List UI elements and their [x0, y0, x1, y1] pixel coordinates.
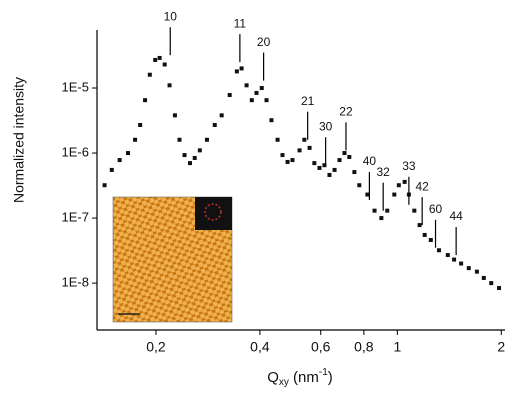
data-point — [482, 276, 486, 280]
annotation-label: 21 — [301, 94, 315, 108]
annotation-label: 44 — [449, 209, 463, 223]
data-point — [290, 158, 294, 162]
data-point — [298, 148, 302, 152]
data-point — [188, 161, 192, 165]
data-point — [459, 262, 463, 266]
y-tick-label: 1E-7 — [62, 210, 89, 225]
data-point — [280, 153, 284, 157]
data-point — [379, 216, 383, 220]
y-axis-label: Normalized intensity — [11, 77, 27, 203]
data-point — [163, 62, 167, 66]
data-point — [240, 66, 244, 70]
data-point — [467, 266, 471, 270]
data-point — [235, 69, 239, 73]
data-point — [143, 98, 147, 102]
data-point — [250, 98, 254, 102]
data-point — [312, 161, 316, 165]
data-point — [347, 155, 351, 159]
data-point — [138, 123, 142, 127]
data-point — [265, 98, 269, 102]
x-tick-label: 2 — [497, 339, 505, 355]
data-point — [245, 83, 249, 87]
data-point — [173, 113, 177, 117]
data-point — [269, 118, 273, 122]
data-point — [158, 56, 162, 60]
x-tick-label: 0,8 — [354, 339, 374, 355]
annotation-label: 32 — [377, 165, 391, 179]
data-point — [110, 168, 114, 172]
x-tick-label: 0,2 — [146, 339, 166, 355]
x-label-main: Q — [267, 369, 279, 386]
annotation-label: 42 — [415, 179, 429, 193]
annotation-label: 11 — [234, 16, 247, 30]
data-point — [333, 168, 337, 172]
data-point — [126, 151, 130, 155]
annotation-label: 22 — [339, 105, 353, 119]
y-tick-label: 1E-5 — [62, 79, 89, 94]
annotation-label: 40 — [363, 154, 377, 168]
data-point — [183, 153, 187, 157]
annotation-label: 60 — [429, 202, 443, 216]
x-tick-label: 0,6 — [311, 339, 331, 355]
data-point — [103, 183, 107, 187]
data-point — [118, 158, 122, 162]
data-point — [317, 166, 321, 170]
data-point — [497, 286, 501, 290]
x-tick-label: 0,4 — [250, 339, 270, 355]
data-point — [385, 209, 389, 213]
x-axis-label: Qxy (nm-1) — [267, 367, 333, 388]
data-point — [153, 58, 157, 62]
data-point — [302, 138, 306, 142]
data-point — [308, 146, 312, 150]
data-point — [168, 83, 172, 87]
data-point — [342, 151, 346, 155]
y-tick-label: 1E-8 — [62, 275, 89, 290]
data-point — [276, 138, 280, 142]
data-point — [133, 138, 137, 142]
data-point — [327, 173, 331, 177]
data-point — [260, 86, 264, 90]
inset-image — [113, 197, 232, 322]
data-point — [429, 238, 433, 242]
data-point — [213, 123, 217, 127]
data-point — [205, 138, 209, 142]
data-point — [198, 148, 202, 152]
data-point — [148, 73, 152, 77]
data-point — [352, 170, 356, 174]
annotation-label: 20 — [257, 35, 271, 49]
x-tick-label: 1 — [393, 339, 401, 355]
data-point — [489, 281, 493, 285]
data-point — [373, 209, 377, 213]
data-point — [337, 158, 341, 162]
data-point — [475, 270, 479, 274]
data-point — [220, 113, 224, 117]
data-point — [392, 193, 396, 197]
data-point — [437, 248, 441, 252]
annotation-label: 30 — [319, 119, 333, 133]
data-point — [228, 93, 232, 97]
y-tick-label: 1E-6 — [62, 144, 89, 159]
data-point — [193, 156, 197, 160]
data-point — [286, 160, 290, 164]
data-point — [452, 258, 456, 262]
x-label-end: ) — [328, 369, 333, 386]
annotation-label: 33 — [402, 159, 416, 173]
annotation-label: 10 — [164, 9, 178, 23]
chart: Normalized intensity Qxy (nm-1) 0,2 0,4 0,… — [0, 0, 505, 391]
data-point — [446, 253, 450, 257]
data-point — [365, 193, 369, 197]
data-point — [418, 223, 422, 227]
data-point — [357, 183, 361, 187]
x-label-sub: xy — [279, 377, 289, 388]
x-label-unit: (nm — [289, 369, 319, 386]
data-point — [397, 183, 401, 187]
data-point — [177, 138, 181, 142]
data-point — [423, 233, 427, 237]
data-point — [254, 91, 258, 95]
data-point — [403, 180, 407, 184]
data-point — [412, 209, 416, 213]
